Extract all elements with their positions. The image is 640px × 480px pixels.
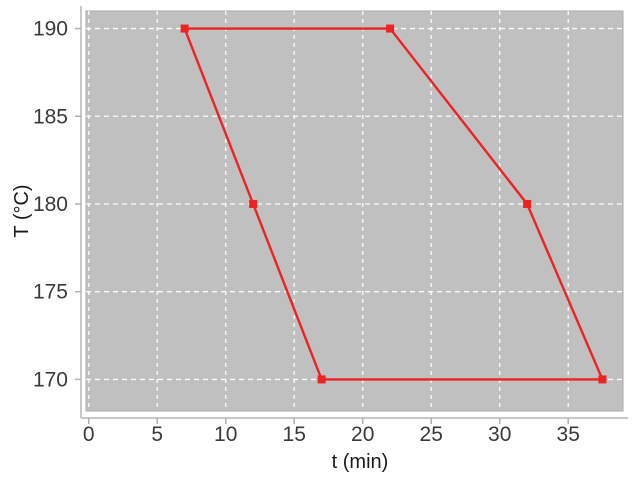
x-tick-label: 35	[557, 423, 580, 446]
x-axis-tick-labels: 0 5 10 15 20 25 30 35	[83, 423, 580, 446]
y-axis-title: T (°C)	[11, 184, 33, 237]
data-point-marker	[386, 24, 395, 33]
x-axis-title: t (min)	[332, 451, 389, 473]
y-axis-ticks	[75, 27, 81, 381]
x-tick-label: 25	[420, 423, 443, 446]
y-tick-label: 175	[33, 281, 68, 304]
y-axis-tick-labels: 170 175 180 185 190	[33, 18, 68, 392]
y-tick-label: 170	[33, 368, 68, 391]
axis-spines	[80, 6, 628, 419]
data-point-marker	[317, 375, 326, 384]
y-tick-label: 190	[33, 18, 68, 41]
x-tick-label: 5	[151, 423, 163, 446]
data-point-marker	[598, 375, 607, 384]
data-series-group	[180, 24, 607, 384]
x-tick-label: 0	[83, 423, 95, 446]
data-point-marker	[523, 199, 532, 208]
data-point-marker	[249, 199, 258, 208]
x-axis-ticks	[87, 418, 569, 424]
x-tick-label: 10	[214, 423, 237, 446]
plot-area-background	[85, 10, 624, 412]
data-point-marker	[180, 24, 189, 33]
x-tick-label: 30	[488, 423, 511, 446]
x-tick-label: 15	[283, 423, 306, 446]
vertical-gridlines	[88, 11, 569, 411]
y-tick-label: 185	[33, 105, 68, 128]
y-tick-label: 180	[33, 193, 68, 216]
x-tick-label: 20	[351, 423, 374, 446]
